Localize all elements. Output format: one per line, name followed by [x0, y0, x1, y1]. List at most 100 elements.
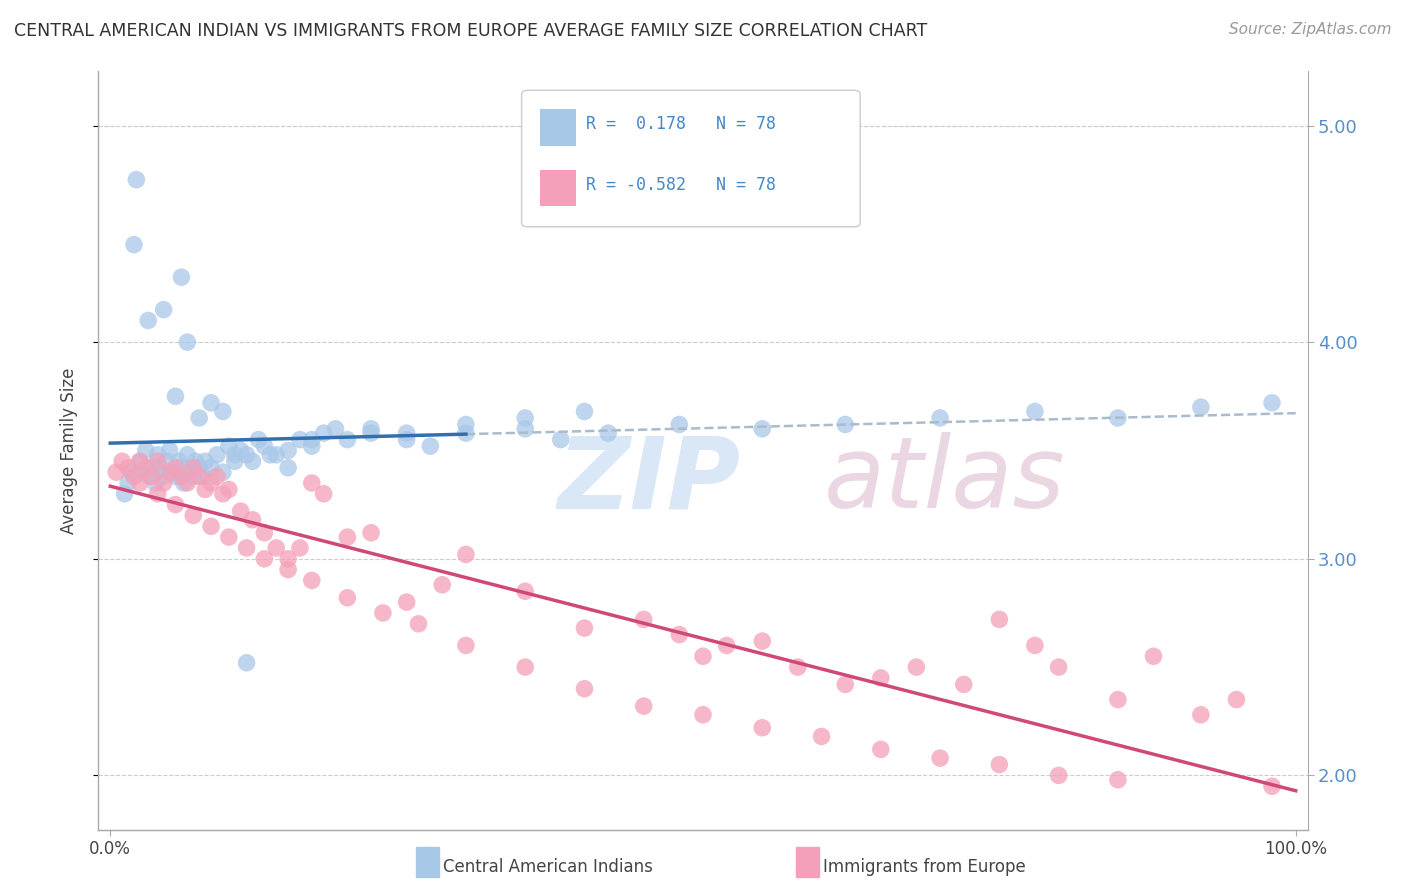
Point: [259, 448, 281, 462]
Point: [105, 465, 128, 479]
Point: [200, 475, 222, 490]
Point: [1261, 779, 1284, 793]
Point: [224, 448, 246, 462]
Point: [1024, 404, 1046, 418]
Point: [205, 448, 228, 462]
Point: [574, 681, 596, 696]
Point: [170, 469, 193, 483]
Point: [146, 448, 169, 462]
Point: [224, 454, 246, 468]
Point: [277, 460, 299, 475]
Point: [117, 475, 139, 490]
Point: [515, 422, 537, 436]
Point: [301, 574, 323, 588]
Point: [1047, 660, 1070, 674]
Point: [181, 469, 204, 483]
Text: CENTRAL AMERICAN INDIAN VS IMMIGRANTS FROM EUROPE AVERAGE FAMILY SIZE CORRELATIO: CENTRAL AMERICAN INDIAN VS IMMIGRANTS FR…: [14, 22, 928, 40]
Point: [668, 627, 690, 641]
Point: [129, 454, 152, 468]
Point: [125, 172, 148, 186]
Point: [184, 454, 207, 468]
Text: R =  0.178   N = 78: R = 0.178 N = 78: [586, 115, 776, 134]
Point: [181, 508, 204, 523]
Point: [408, 616, 430, 631]
Point: [253, 439, 276, 453]
Text: atlas: atlas: [824, 433, 1066, 529]
Point: [360, 422, 382, 436]
Bar: [540, 170, 576, 206]
Point: [751, 721, 773, 735]
Point: [988, 612, 1011, 626]
Point: [146, 454, 169, 468]
Point: [136, 313, 159, 327]
Point: [1225, 692, 1247, 706]
Point: [550, 433, 572, 447]
Point: [371, 606, 394, 620]
Point: [633, 612, 655, 626]
Point: [218, 530, 240, 544]
Point: [114, 487, 136, 501]
Point: [235, 448, 257, 462]
Point: [188, 411, 211, 425]
Point: [1047, 768, 1070, 782]
Point: [141, 460, 163, 475]
Point: [242, 454, 264, 468]
Point: [515, 660, 537, 674]
Point: [360, 426, 382, 441]
Point: [159, 465, 181, 479]
Point: [419, 439, 441, 453]
Point: [312, 487, 335, 501]
Point: [135, 443, 157, 458]
Point: [173, 475, 195, 490]
Point: [395, 426, 418, 441]
Point: [301, 475, 323, 490]
Point: [132, 465, 155, 479]
Point: [188, 469, 211, 483]
Point: [301, 439, 323, 453]
Point: [191, 469, 214, 483]
Point: [212, 404, 235, 418]
Point: [432, 578, 454, 592]
Point: [598, 426, 620, 441]
Point: [454, 639, 477, 653]
Point: [200, 460, 222, 475]
Point: [160, 465, 183, 479]
Point: [143, 475, 166, 490]
Point: [247, 433, 270, 447]
Point: [1142, 649, 1164, 664]
Y-axis label: Average Family Size: Average Family Size: [59, 368, 77, 533]
Point: [129, 475, 152, 490]
Point: [165, 469, 187, 483]
Point: [181, 460, 204, 475]
Point: [515, 584, 537, 599]
Point: [869, 742, 891, 756]
Point: [751, 422, 773, 436]
Point: [165, 389, 187, 403]
Point: [229, 443, 252, 458]
Point: [336, 591, 359, 605]
Point: [810, 730, 832, 744]
Point: [1189, 400, 1212, 414]
Point: [264, 541, 287, 555]
Point: [454, 426, 477, 441]
Point: [312, 426, 335, 441]
Point: [135, 460, 157, 475]
Point: [288, 433, 311, 447]
Point: [218, 439, 240, 453]
Point: [212, 487, 235, 501]
Point: [277, 563, 299, 577]
Text: Immigrants from Europe: Immigrants from Europe: [823, 858, 1025, 876]
Point: [395, 433, 418, 447]
Point: [188, 460, 211, 475]
Point: [194, 454, 217, 468]
Point: [1261, 396, 1284, 410]
Point: [336, 530, 359, 544]
Point: [152, 469, 174, 483]
Point: [786, 660, 808, 674]
Text: R = -0.582   N = 78: R = -0.582 N = 78: [586, 176, 776, 194]
Point: [170, 460, 193, 475]
Text: ZIP: ZIP: [558, 433, 741, 529]
Point: [205, 469, 228, 483]
Point: [159, 443, 181, 458]
Point: [167, 454, 190, 468]
